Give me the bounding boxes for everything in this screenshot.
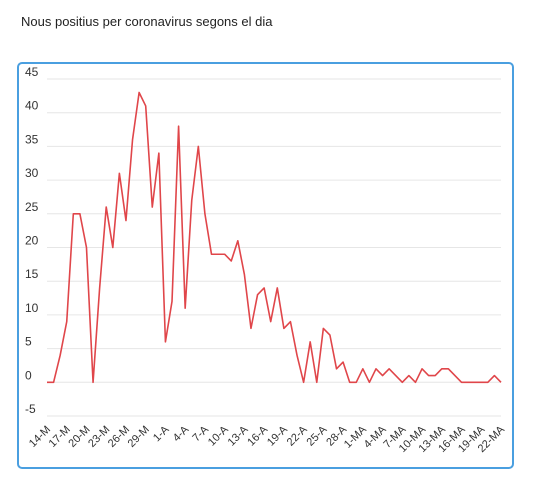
x-tick-label: 19-A bbox=[265, 423, 290, 448]
series-layer bbox=[47, 91, 502, 384]
y-tick-label: 10 bbox=[25, 301, 39, 315]
x-axis-tick-labels: 14-M17-M20-M23-M26-M29-M 1-A 4-A 7-A10-A13-… bbox=[27, 423, 508, 455]
x-tick-label: 13-A bbox=[226, 423, 251, 448]
y-tick-label: 30 bbox=[25, 166, 39, 180]
x-tick-label: 29-M bbox=[126, 424, 152, 450]
y-tick-label: 45 bbox=[25, 65, 39, 79]
grid-lines bbox=[47, 78, 501, 417]
line-chart: -5 0 5 10 15 20 25 30 35 40 45 14-M17-M20-M23-M26-… bbox=[25, 65, 508, 455]
x-tick-label: 26-M bbox=[106, 424, 132, 450]
x-tick-label: 22-A bbox=[285, 423, 310, 448]
x-tick-label: 25-A bbox=[305, 423, 330, 448]
chart-frame: -5 0 5 10 15 20 25 30 35 40 45 14-M 17-M 20-M 23-M 26-… bbox=[17, 62, 514, 469]
y-tick-label: 20 bbox=[25, 234, 39, 248]
x-tick-label: 20-M bbox=[66, 424, 92, 450]
y-tick-label: -5 bbox=[25, 402, 36, 416]
y-axis-tick-labels: -5 0 5 10 15 20 25 30 35 40 45 bbox=[25, 65, 39, 416]
x-tick-label: 4-A bbox=[171, 423, 192, 444]
y-tick-label: 25 bbox=[25, 200, 39, 214]
x-tick-label: 17-M bbox=[47, 424, 73, 450]
y-tick-label: 35 bbox=[25, 132, 39, 146]
y-tick-label: 5 bbox=[25, 335, 32, 349]
chart-title: Nous positius per coronavirus segons el … bbox=[21, 14, 273, 29]
x-tick-label: 1-A bbox=[151, 423, 172, 444]
series-line bbox=[47, 91, 502, 384]
y-tick-label: 0 bbox=[25, 368, 32, 382]
x-tick-label: 14-M bbox=[27, 424, 53, 450]
y-tick-label: 15 bbox=[25, 267, 39, 281]
y-tick-label: 40 bbox=[25, 99, 39, 113]
x-tick-label: 10-A bbox=[206, 423, 231, 448]
x-tick-label: 23-M bbox=[86, 424, 112, 450]
x-tick-label: 16-A bbox=[245, 423, 270, 448]
